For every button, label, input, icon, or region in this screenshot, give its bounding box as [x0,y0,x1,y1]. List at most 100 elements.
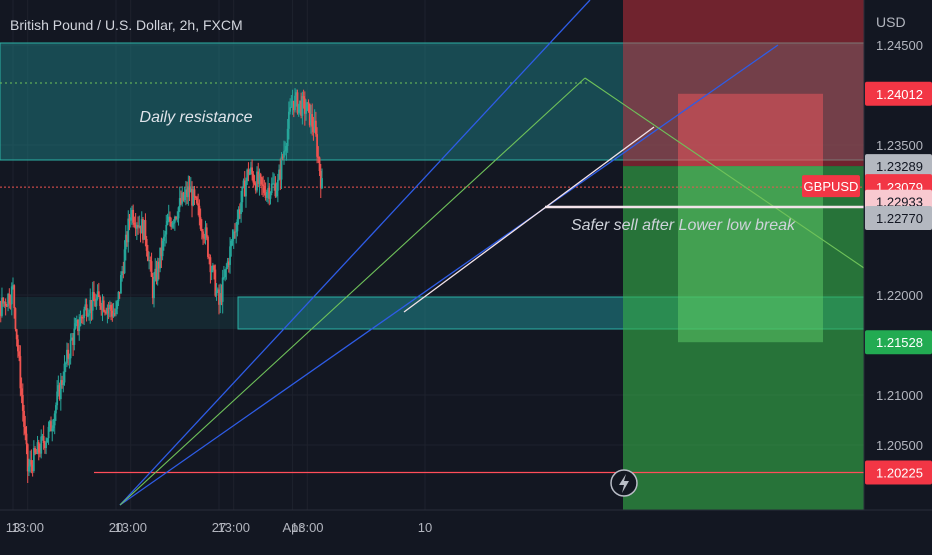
price-tag-label-4: 1.22770 [876,211,923,226]
candle-body-120 [146,250,149,261]
candle-body-221 [270,183,273,194]
candle-body-136 [166,220,169,225]
candle-body-40 [48,421,51,427]
replay-lightning-button[interactable] [610,469,638,497]
daily-resistance-label: Daily resistance [140,109,253,126]
candle-body-150 [183,194,186,201]
candle-body-153 [187,186,190,198]
time-tick-0: 13 [6,520,20,535]
trendline-blue-steep[interactable] [119,0,591,506]
price-tick-2: 1.22000 [876,288,923,303]
trendline-green-down[interactable] [584,77,865,269]
candle-body-88 [107,308,110,310]
candle-body-82 [100,306,103,310]
candle-body-222 [272,183,274,185]
candle-body-173 [211,265,214,271]
currency-label: USD [876,14,906,30]
candle-body-249 [305,110,307,114]
candle-body-81 [99,296,101,307]
symbol-tag[interactable] [802,175,860,198]
price-tick-3: 1.21000 [876,388,923,403]
candle-body-28 [34,448,36,453]
candle-body-70 [85,304,88,316]
time-tick-5: 13:00 [217,520,250,535]
candle-body-234 [286,128,289,147]
stop-loss-box[interactable] [623,0,864,167]
candle-body-62 [75,319,78,324]
candle-body-194 [237,209,240,220]
candle-body-163 [199,217,202,229]
price-tag-6[interactable] [865,460,932,485]
candle-body-189 [231,238,234,241]
candle-body-122 [149,260,152,262]
candle-body-103 [126,234,128,243]
candle-body-97 [118,291,121,294]
price-tag-4[interactable] [865,206,932,230]
candle-body-135 [165,224,168,235]
candle-body-188 [230,240,233,247]
candle-body-78 [95,298,98,307]
candle-body-155 [189,188,192,193]
candle-body-13 [15,329,18,340]
price-tag-0[interactable] [865,81,932,106]
candle-body-193 [236,219,239,232]
candle-body-177 [216,289,219,291]
time-tick-7: 13:00 [291,520,324,535]
candle-body-21 [25,433,28,445]
candle-body-60 [73,328,76,345]
take-profit-box-2[interactable] [678,166,823,343]
candle-body-50 [61,380,63,385]
candle-body-68 [83,309,86,318]
candle-body-109 [133,222,136,225]
candle-body-209 [256,171,258,191]
candle-body-65 [79,317,82,326]
candle-body-141 [172,222,175,224]
symbol-label: GBPUSD [804,179,859,194]
candle-body-175 [214,269,217,296]
candle-body-171 [209,257,212,273]
candle-body-44 [53,413,56,426]
candle-body-33 [40,436,43,454]
candles-layer [0,88,323,483]
candle-body-145 [177,207,180,219]
price-tick-4: 1.20500 [876,438,923,453]
candle-body-1 [1,297,3,316]
candle-body-54 [66,349,68,364]
candle-body-67 [81,317,84,319]
candle-body-159 [194,197,197,199]
candle-body-38 [46,438,49,443]
trendline-blue-long[interactable] [119,44,779,506]
stop-loss-box-2[interactable] [678,93,823,167]
candle-body-22 [26,444,29,472]
price-tag-label-0: 1.24012 [876,87,923,102]
candle-body-214 [262,184,265,187]
short-position-tool[interactable] [0,0,864,510]
trendline-white-support[interactable] [403,126,655,313]
candle-body-211 [258,174,261,184]
candle-body-212 [259,174,262,178]
candle-body-252 [308,103,311,126]
drawing-lines-layer[interactable] [119,0,865,506]
candle-body-117 [143,220,146,240]
candle-body-92 [112,313,115,317]
candle-body-181 [221,277,224,302]
candle-body-32 [39,452,41,454]
candle-body-196 [240,202,242,214]
price-tag-5[interactable] [865,330,932,355]
candle-body-43 [52,425,55,429]
trendline-green-upper[interactable] [119,77,586,506]
candle-body-207 [253,182,256,184]
price-axis[interactable]: USD 1.24500 1.23500 1.22000 1.21000 1.20500 1… [802,0,932,510]
price-tag-1[interactable] [865,154,932,179]
candle-body-152 [186,189,189,198]
candle-body-251 [307,102,310,104]
candle-body-61 [74,323,77,329]
candle-body-41 [50,421,52,432]
candle-body-96 [117,291,120,302]
candle-body-101 [123,249,126,274]
candle-body-213 [261,177,263,185]
candle-body-230 [281,156,284,158]
candle-body-172 [210,270,213,273]
